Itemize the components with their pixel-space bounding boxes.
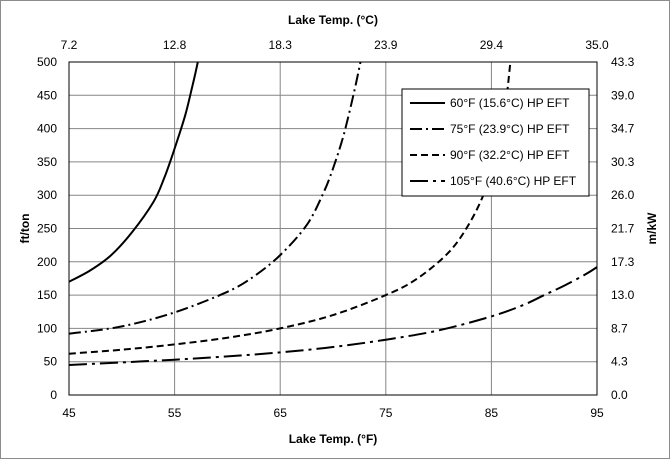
- right-y-tick-label: 34.7: [611, 122, 635, 136]
- top-x-tick-label: 12.8: [163, 38, 187, 52]
- right-y-tick-label: 4.3: [611, 355, 628, 369]
- x-tick-label: 65: [274, 406, 288, 420]
- right-y-tick-label: 0.0: [611, 388, 628, 402]
- series-line-4: [68, 266, 598, 366]
- tick-labels: 45 7.2 55 12.8 65 18.3 75 23.9 85 29.4 95 35.0 0 0.0 5…: [37, 38, 635, 420]
- x-tick-label: 45: [62, 406, 76, 420]
- y-tick-label: 500: [37, 55, 57, 69]
- top-x-tick-label: 7.2: [61, 38, 78, 52]
- right-y-axis-title: m/kW: [645, 212, 659, 245]
- top-x-tick-label: 18.3: [269, 38, 293, 52]
- right-y-tick-label: 17.3: [611, 255, 635, 269]
- right-y-tick-label: 26.0: [611, 188, 635, 202]
- right-y-tick-label: 8.7: [611, 321, 628, 335]
- x-tick-label: 85: [485, 406, 499, 420]
- legend-entry-label: 75°F (23.9°C) HP EFT: [450, 122, 570, 136]
- y-tick-label: 150: [37, 288, 57, 302]
- series-line-1: [68, 61, 199, 283]
- right-y-tick-label: 39.0: [611, 88, 635, 102]
- y-tick-label: 300: [37, 188, 57, 202]
- y-axis-title: ft/ton: [18, 214, 32, 244]
- x-axis-title: Lake Temp. (°F): [289, 432, 378, 446]
- y-tick-label: 100: [37, 321, 57, 335]
- top-x-tick-label: 35.0: [585, 38, 609, 52]
- x-tick-label: 55: [168, 406, 182, 420]
- legend: 60°F (15.6°C) HP EFT 75°F (23.9°C) HP EFT…: [401, 88, 590, 197]
- x-tick-label: 75: [379, 406, 393, 420]
- right-y-tick-label: 43.3: [611, 55, 635, 69]
- right-y-tick-label: 21.7: [611, 222, 635, 236]
- y-tick-label: 400: [37, 122, 57, 136]
- right-y-tick-label: 30.3: [611, 155, 635, 169]
- top-x-tick-label: 29.4: [480, 38, 504, 52]
- top-x-tick-label: 23.9: [374, 38, 398, 52]
- y-tick-label: 200: [37, 255, 57, 269]
- legend-box: [401, 88, 590, 197]
- y-tick-label: 350: [37, 155, 57, 169]
- legend-entry-label: 105°F (40.6°C) HP EFT: [450, 174, 577, 188]
- series-line-2: [68, 61, 362, 335]
- legend-entry-label: 60°F (15.6°C) HP EFT: [450, 96, 570, 110]
- legend-entry-label: 90°F (32.2°C) HP EFT: [450, 148, 570, 162]
- y-tick-label: 0: [50, 388, 57, 402]
- plot-area-border: [68, 61, 598, 396]
- y-tick-label: 250: [37, 222, 57, 236]
- right-y-tick-label: 13.0: [611, 288, 635, 302]
- x-tick-label: 95: [590, 406, 604, 420]
- top-x-axis-title: Lake Temp. (°C): [288, 13, 378, 27]
- y-tick-label: 450: [37, 88, 57, 102]
- y-tick-label: 50: [44, 355, 58, 369]
